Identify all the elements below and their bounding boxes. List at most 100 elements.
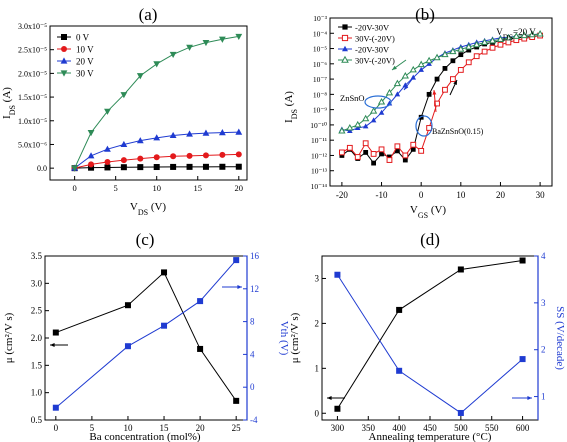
y-tick-label: 10⁻¹³ [311, 167, 328, 176]
data-point [410, 74, 417, 80]
data-point [519, 356, 526, 363]
x-tick-label: 20 [196, 423, 206, 433]
y-tick-label: 1.5x10⁻⁵ [18, 93, 47, 102]
data-point [136, 73, 144, 80]
y-axis-label-right: Vth (V) [278, 321, 290, 356]
data-point [347, 128, 353, 134]
y-tick-label-right: 16 [250, 251, 260, 261]
data-point [465, 42, 473, 50]
data-point [104, 158, 111, 165]
data-point [473, 40, 481, 48]
legend-marker [60, 70, 68, 77]
data-point [450, 58, 456, 64]
y-tick-label-left: 2 [315, 318, 320, 328]
data-point [449, 76, 456, 82]
x-tick-label: 25 [232, 423, 242, 433]
x-tick-label: 30 [536, 190, 546, 200]
y-tick-label-right: 0 [250, 382, 255, 392]
data-point [481, 48, 488, 55]
x-axis-label: Ba concentration (mol%) [89, 431, 201, 442]
legend-label: -20V-30V [355, 45, 390, 55]
data-point [104, 145, 111, 152]
data-point [362, 114, 370, 122]
y-tick-label: 10⁻⁸ [313, 90, 327, 99]
data-point [218, 129, 226, 136]
y-tick-label-right: 3 [541, 298, 546, 308]
panel-b: (b) -20 -10 0 10 20 30 10⁻¹⁴ 10⁻¹³ 10⁻¹² 10⁻¹¹ 10⁻¹… [283, 5, 553, 220]
data-point [386, 157, 393, 163]
data-point [161, 322, 168, 329]
x-tick-label: 300 [331, 423, 345, 433]
data-point [386, 100, 393, 106]
y-axis-label-left: μ (cm²/V s) [289, 312, 301, 363]
data-point [371, 160, 377, 166]
plot-frame [329, 17, 553, 187]
y-tick-label-right: -4 [250, 415, 258, 425]
y-tick-label: 1.0x10⁻⁵ [18, 117, 47, 126]
x-tick-label: 5 [114, 183, 118, 193]
data-point [153, 164, 160, 171]
data-point [346, 144, 353, 151]
data-point [449, 47, 457, 55]
data-point [87, 130, 95, 137]
data-point [346, 123, 354, 131]
y-tick-label: 10⁻⁵ [313, 45, 327, 54]
data-point [338, 149, 345, 156]
y-tick-label-left: 0 [315, 408, 320, 418]
data-point [339, 153, 345, 158]
data-point [104, 164, 111, 171]
panel-letter: (a) [139, 5, 158, 24]
data-point [396, 306, 403, 313]
x-tick-label: 500 [454, 423, 468, 433]
y-tick-label-right: 2 [541, 345, 546, 355]
series-line [55, 259, 237, 409]
panel-letter: (b) [415, 5, 435, 24]
data-point [504, 33, 513, 41]
panel-letter: (d) [420, 230, 440, 249]
y-tick-label-left: 3.0 [31, 278, 43, 288]
data-point [457, 45, 465, 52]
y-tick-label-right: 1 [541, 392, 546, 402]
data-point [362, 140, 369, 147]
legend-marker [341, 55, 349, 63]
data-point [394, 91, 401, 97]
data-point [202, 129, 210, 136]
x-tick-label: 0 [73, 183, 77, 193]
legend-label: 30V-(-20V) [355, 34, 395, 44]
plot-frame [49, 25, 248, 181]
legend-marker [61, 46, 67, 52]
data-point [379, 151, 384, 157]
x-tick-label: 5 [90, 423, 95, 433]
y-axis-label-left: μ (cm²/V s) [3, 312, 15, 363]
y-tick-label-left: 1.0 [31, 388, 43, 398]
data-point [170, 163, 177, 170]
x-tick-label: 20 [496, 190, 506, 200]
y-tick-label: 10⁻⁷ [313, 75, 327, 84]
x-tick-label: 10 [152, 183, 161, 193]
data-point [536, 30, 544, 37]
data-point [87, 152, 95, 159]
legend-marker [61, 34, 67, 40]
data-point [433, 53, 441, 61]
data-point [120, 164, 127, 171]
y-tick-label: 2.0x10⁻⁵ [18, 69, 47, 78]
y-tick-label: 10⁻¹¹ [311, 136, 327, 145]
data-point [496, 35, 505, 42]
data-point [235, 128, 243, 135]
bazno-ellipse [415, 115, 433, 137]
data-point [434, 100, 440, 107]
data-point [186, 44, 193, 51]
data-point [186, 130, 193, 137]
x-tick-label: 350 [362, 423, 376, 433]
x-axis-label: Annealing temperature (°C) [369, 431, 492, 442]
arrow-left-axis-head [50, 343, 55, 347]
data-point [52, 329, 59, 336]
data-point [426, 91, 432, 97]
data-point [169, 51, 177, 59]
data-point [387, 154, 392, 160]
data-point [393, 79, 402, 87]
data-point [219, 163, 226, 170]
data-point [136, 137, 144, 144]
data-point [334, 271, 341, 278]
